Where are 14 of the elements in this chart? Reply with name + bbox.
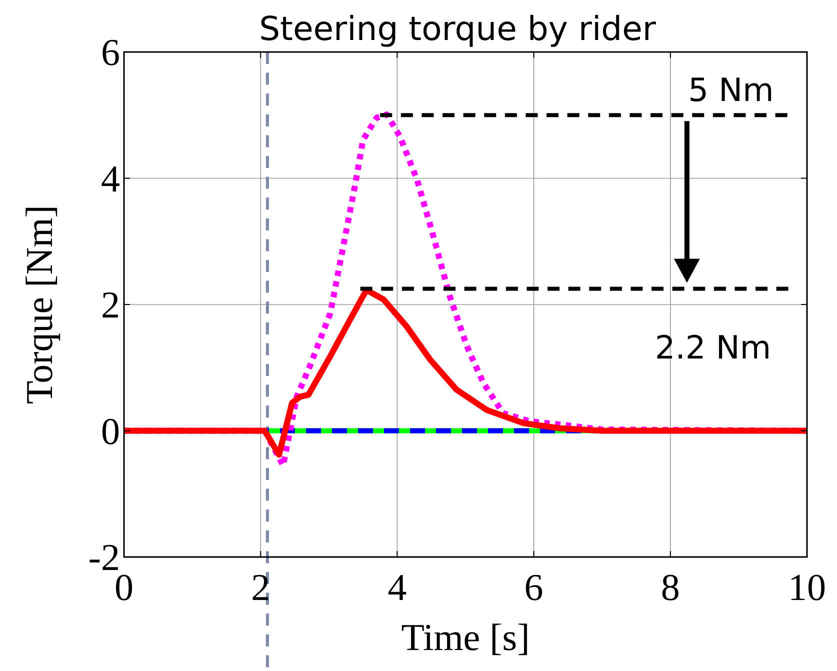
y-tick-label: 6 [101,32,120,74]
x-tick-label: 2 [251,567,270,609]
chart-title: Steering torque by rider [259,9,656,48]
y-tick-label: 0 [101,410,120,453]
y-tick-label: 2 [101,284,120,326]
annotation: 2.2 Nm [654,328,772,367]
x-tick-label: 4 [388,567,407,609]
y-axis-title: Torque [Nm] [19,205,61,404]
x-tick-label: 8 [660,567,680,609]
x-tick-label: 10 [788,567,826,609]
x-tick-label: 6 [524,567,544,609]
x-axis-title: Time [s] [401,617,530,659]
annotation: 5 Nm [688,71,774,110]
y-tick-label: 4 [101,158,120,200]
